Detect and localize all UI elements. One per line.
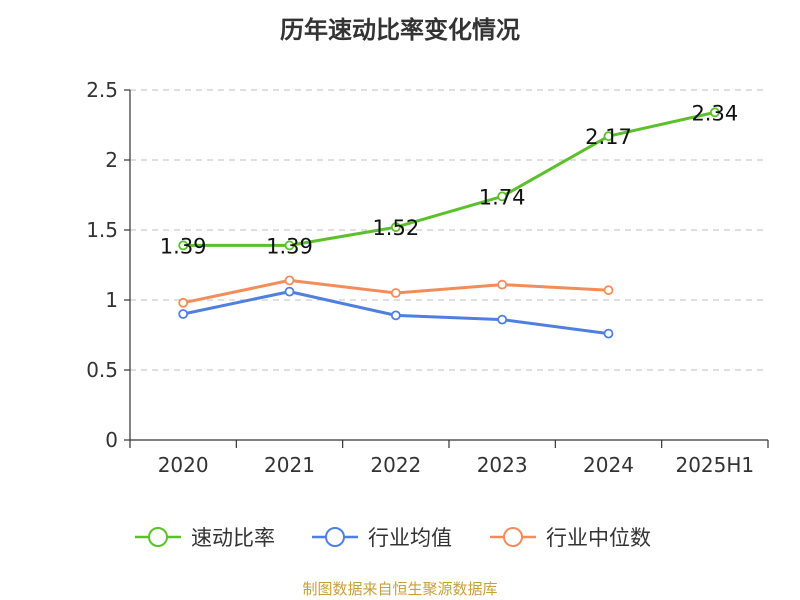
data-label: 1.39	[160, 234, 207, 258]
series-point	[709, 107, 720, 118]
data-source-note: 制图数据来自恒生聚源数据库	[302, 580, 498, 598]
x-tick-label: 2024	[583, 453, 634, 477]
data-label: 1.52	[372, 216, 419, 240]
series-point	[178, 309, 189, 319]
x-tick-label: 2020	[158, 453, 209, 477]
legend-marker-icon	[503, 527, 523, 547]
legend-label: 速动比率	[191, 526, 275, 550]
series-point	[497, 314, 508, 325]
legend-label: 行业均值	[368, 526, 452, 550]
series-point	[497, 191, 508, 202]
series-point	[603, 285, 614, 296]
y-tick-label: 0	[105, 428, 118, 452]
chart-title: 历年速动比率变化情况	[280, 16, 520, 44]
data-label: 2.34	[691, 101, 738, 125]
data-label: 1.74	[479, 185, 526, 209]
series-point	[390, 288, 401, 298]
series-point	[497, 279, 508, 290]
y-tick-label: 2.5	[86, 78, 118, 102]
series-point	[178, 240, 189, 251]
series-point	[603, 328, 614, 339]
series-point	[284, 240, 295, 251]
x-tick-label: 2021	[264, 453, 315, 477]
legend-label: 行业中位数	[546, 526, 651, 550]
data-label: 2.17	[585, 125, 632, 149]
series-point	[284, 286, 295, 297]
legend-marker-icon	[325, 527, 345, 547]
x-tick-label: 2023	[477, 453, 528, 477]
series-point	[284, 275, 295, 286]
series-line	[183, 110, 716, 247]
x-tick-label: 2025H1	[675, 453, 754, 477]
series-point	[390, 310, 401, 321]
y-tick-label: 1	[105, 288, 118, 312]
series-point	[390, 222, 401, 233]
data-label: 1.39	[266, 234, 313, 258]
y-tick-label: 0.5	[86, 358, 118, 382]
y-tick-label: 2	[105, 148, 118, 172]
series-point	[603, 131, 614, 142]
x-tick-label: 2022	[370, 453, 421, 477]
legend-marker-icon	[148, 527, 168, 547]
y-tick-label: 1.5	[86, 218, 118, 242]
series-point	[178, 297, 189, 308]
